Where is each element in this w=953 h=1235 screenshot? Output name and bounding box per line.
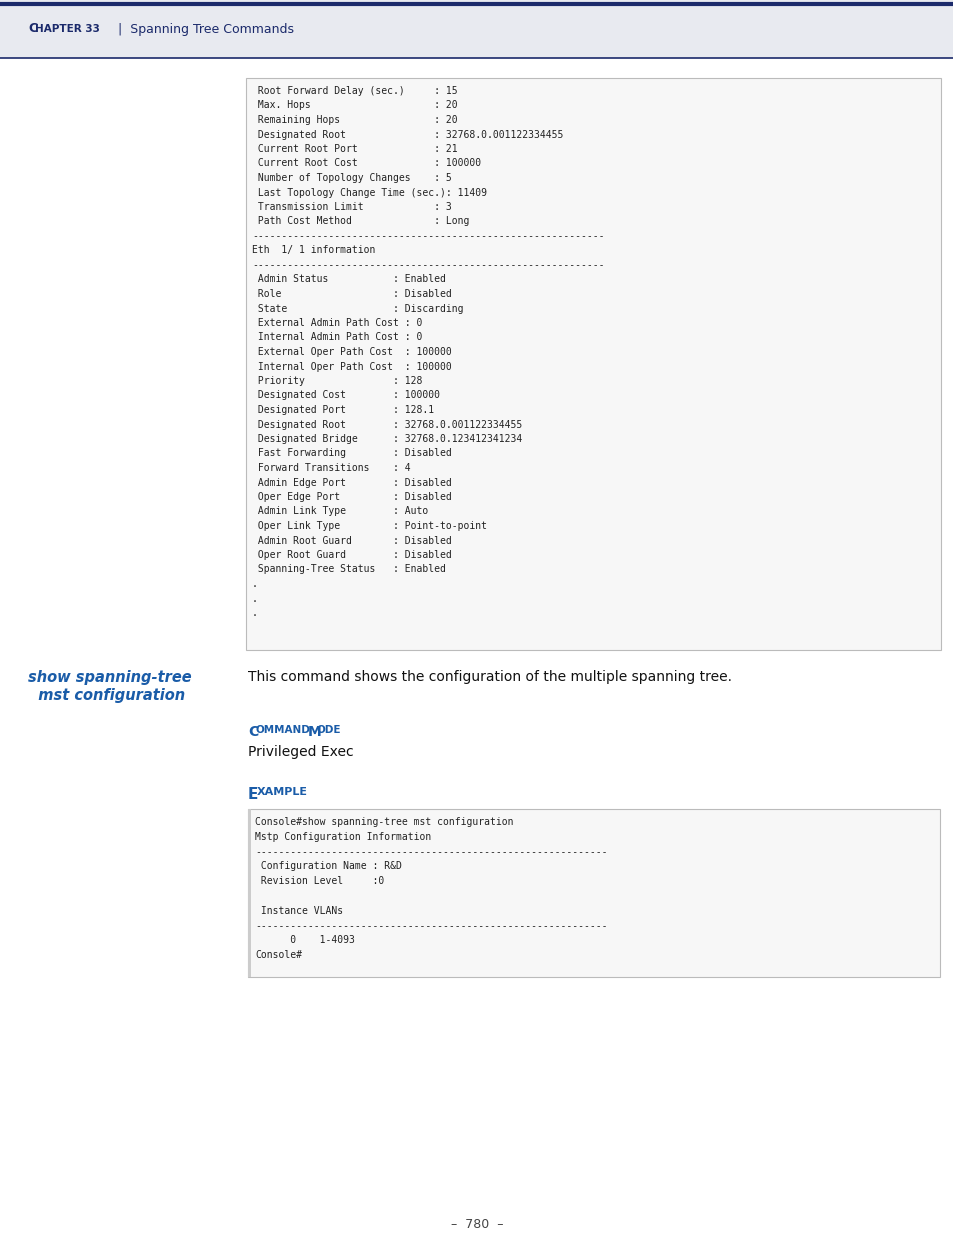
Text: E: E bbox=[248, 787, 258, 802]
Text: OMMAND: OMMAND bbox=[255, 725, 311, 735]
Text: Admin Edge Port        : Disabled: Admin Edge Port : Disabled bbox=[252, 478, 452, 488]
Text: ------------------------------------------------------------: ----------------------------------------… bbox=[252, 231, 604, 241]
Text: .: . bbox=[252, 579, 257, 589]
Text: ------------------------------------------------------------: ----------------------------------------… bbox=[254, 920, 607, 931]
Text: Designated Cost        : 100000: Designated Cost : 100000 bbox=[252, 390, 439, 400]
Text: Forward Transitions    : 4: Forward Transitions : 4 bbox=[252, 463, 410, 473]
Text: External Oper Path Cost  : 100000: External Oper Path Cost : 100000 bbox=[252, 347, 452, 357]
Text: HAPTER 33: HAPTER 33 bbox=[35, 23, 100, 35]
Text: Role                   : Disabled: Role : Disabled bbox=[252, 289, 452, 299]
Text: Designated Root               : 32768.0.001122334455: Designated Root : 32768.0.001122334455 bbox=[252, 130, 563, 140]
Text: C: C bbox=[28, 22, 37, 36]
Text: Path Cost Method              : Long: Path Cost Method : Long bbox=[252, 216, 469, 226]
Text: C: C bbox=[248, 725, 258, 739]
Text: Current Root Cost             : 100000: Current Root Cost : 100000 bbox=[252, 158, 480, 168]
Text: Current Root Port             : 21: Current Root Port : 21 bbox=[252, 144, 457, 154]
Text: ODE: ODE bbox=[316, 725, 341, 735]
Text: Instance VLANs: Instance VLANs bbox=[254, 905, 343, 916]
Text: Configuration Name : R&D: Configuration Name : R&D bbox=[254, 861, 401, 872]
Bar bbox=[246, 78, 940, 650]
Text: Admin Link Type        : Auto: Admin Link Type : Auto bbox=[252, 506, 428, 516]
Text: External Admin Path Cost : 0: External Admin Path Cost : 0 bbox=[252, 317, 422, 329]
Text: Last Topology Change Time (sec.): 11409: Last Topology Change Time (sec.): 11409 bbox=[252, 188, 486, 198]
Text: Number of Topology Changes    : 5: Number of Topology Changes : 5 bbox=[252, 173, 452, 183]
Text: ------------------------------------------------------------: ----------------------------------------… bbox=[254, 847, 607, 857]
Text: Oper Edge Port         : Disabled: Oper Edge Port : Disabled bbox=[252, 492, 452, 501]
Text: 0    1-4093: 0 1-4093 bbox=[254, 935, 355, 946]
Text: Mstp Configuration Information: Mstp Configuration Information bbox=[254, 832, 431, 842]
Text: Internal Oper Path Cost  : 100000: Internal Oper Path Cost : 100000 bbox=[252, 362, 452, 372]
Text: Admin Status           : Enabled: Admin Status : Enabled bbox=[252, 274, 445, 284]
Text: Console#show spanning-tree mst configuration: Console#show spanning-tree mst configura… bbox=[254, 818, 513, 827]
Text: Transmission Limit            : 3: Transmission Limit : 3 bbox=[252, 203, 452, 212]
Text: show spanning-tree: show spanning-tree bbox=[28, 671, 192, 685]
Text: Fast Forwarding        : Disabled: Fast Forwarding : Disabled bbox=[252, 448, 452, 458]
Text: Max. Hops                     : 20: Max. Hops : 20 bbox=[252, 100, 457, 110]
Text: ------------------------------------------------------------: ----------------------------------------… bbox=[252, 261, 604, 270]
Text: mst configuration: mst configuration bbox=[28, 688, 185, 703]
Text: State                  : Discarding: State : Discarding bbox=[252, 304, 463, 314]
Text: Console#: Console# bbox=[254, 950, 302, 960]
Text: .: . bbox=[252, 594, 257, 604]
Text: Designated Port        : 128.1: Designated Port : 128.1 bbox=[252, 405, 434, 415]
Text: Designated Root        : 32768.0.001122334455: Designated Root : 32768.0.001122334455 bbox=[252, 420, 521, 430]
Text: Eth  1/ 1 information: Eth 1/ 1 information bbox=[252, 246, 375, 256]
Text: This command shows the configuration of the multiple spanning tree.: This command shows the configuration of … bbox=[248, 671, 731, 684]
Bar bbox=[0, 0, 953, 58]
Text: Priority               : 128: Priority : 128 bbox=[252, 375, 422, 387]
Text: Oper Link Type         : Point-to-point: Oper Link Type : Point-to-point bbox=[252, 521, 486, 531]
Text: Admin Root Guard       : Disabled: Admin Root Guard : Disabled bbox=[252, 536, 452, 546]
Text: Remaining Hops                : 20: Remaining Hops : 20 bbox=[252, 115, 457, 125]
Text: |  Spanning Tree Commands: | Spanning Tree Commands bbox=[110, 22, 294, 36]
Bar bbox=[248, 809, 939, 977]
Text: Privileged Exec: Privileged Exec bbox=[248, 745, 354, 760]
Text: Revision Level     :0: Revision Level :0 bbox=[254, 876, 384, 887]
Text: Oper Root Guard        : Disabled: Oper Root Guard : Disabled bbox=[252, 550, 452, 559]
Text: Root Forward Delay (sec.)     : 15: Root Forward Delay (sec.) : 15 bbox=[252, 86, 457, 96]
Text: Internal Admin Path Cost : 0: Internal Admin Path Cost : 0 bbox=[252, 332, 422, 342]
Text: M: M bbox=[308, 725, 321, 739]
Text: –  780  –: – 780 – bbox=[450, 1218, 503, 1231]
Text: .: . bbox=[252, 608, 257, 618]
Text: Spanning-Tree Status   : Enabled: Spanning-Tree Status : Enabled bbox=[252, 564, 445, 574]
Text: XAMPLE: XAMPLE bbox=[256, 787, 308, 797]
Bar bbox=[248, 809, 251, 977]
Text: Designated Bridge      : 32768.0.123412341234: Designated Bridge : 32768.0.123412341234 bbox=[252, 433, 521, 445]
